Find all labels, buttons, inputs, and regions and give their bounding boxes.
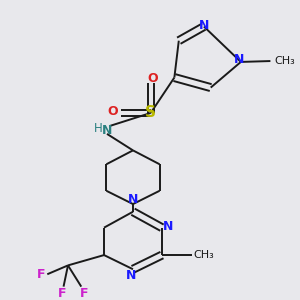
Text: F: F: [37, 268, 46, 281]
Text: N: N: [126, 269, 137, 282]
Text: F: F: [58, 286, 66, 300]
Text: S: S: [145, 105, 156, 120]
Text: N: N: [234, 53, 244, 66]
Text: F: F: [80, 286, 88, 300]
Text: N: N: [102, 124, 112, 137]
Text: CH₃: CH₃: [194, 250, 214, 260]
Text: N: N: [199, 19, 209, 32]
Text: N: N: [163, 220, 174, 233]
Text: N: N: [128, 193, 138, 206]
Text: O: O: [147, 72, 158, 85]
Text: CH₃: CH₃: [275, 56, 296, 66]
Text: O: O: [108, 105, 118, 118]
Text: H: H: [94, 122, 103, 135]
